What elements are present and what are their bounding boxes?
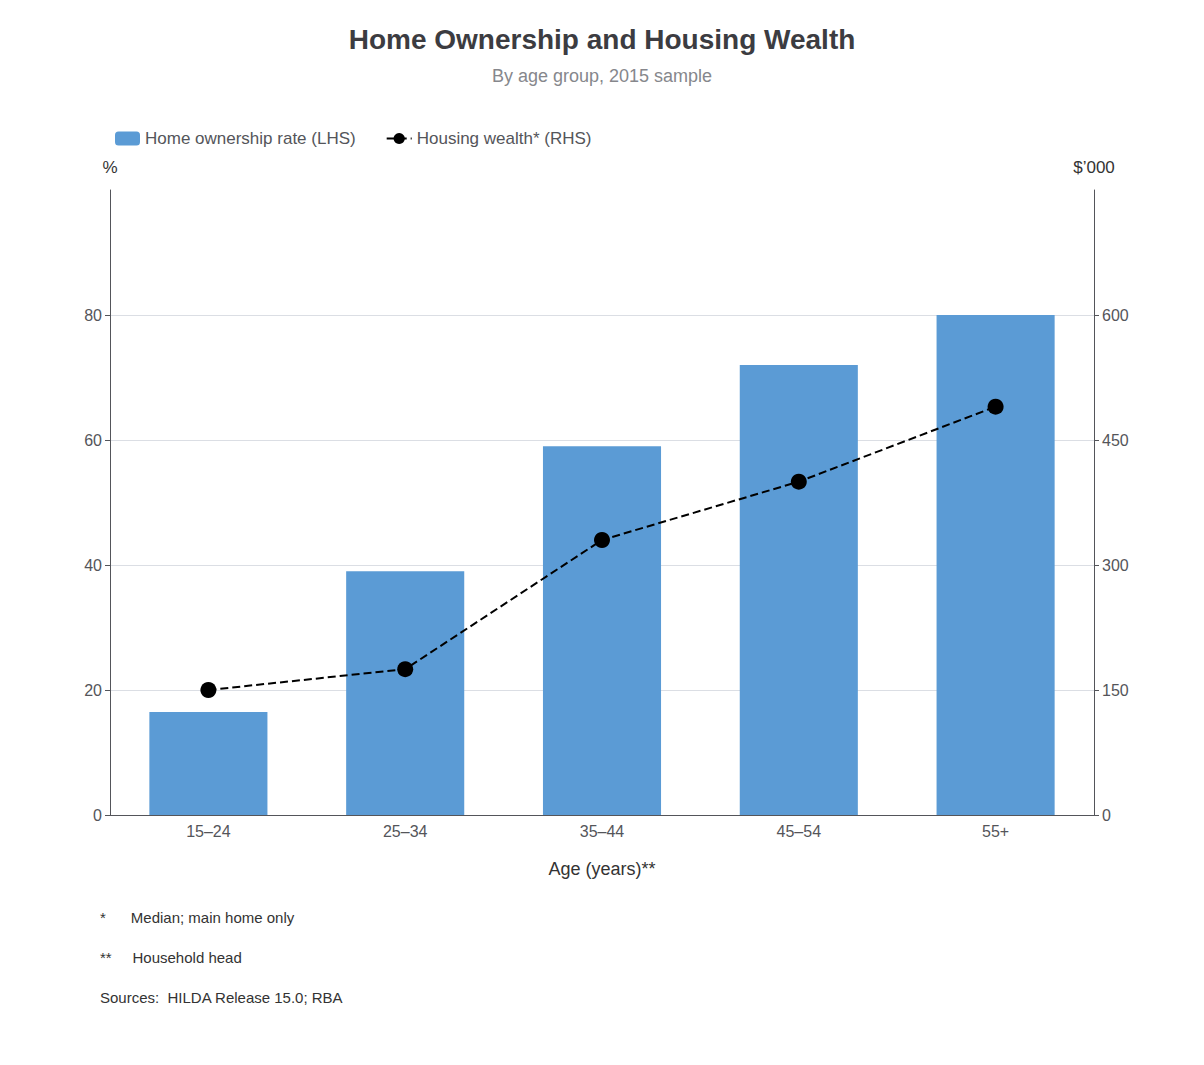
svg-text:60: 60 — [84, 432, 102, 449]
svg-text:45–54: 45–54 — [777, 823, 822, 840]
svg-text:0: 0 — [93, 807, 102, 824]
svg-text:Home Ownership and Housing Wea: Home Ownership and Housing Wealth — [349, 24, 856, 55]
svg-text:450: 450 — [1102, 432, 1129, 449]
svg-text:15–24: 15–24 — [186, 823, 231, 840]
svg-text:$’000: $’000 — [1073, 158, 1115, 177]
svg-text:Sources: HILDA Release 15.0;: Sources: HILDA Release 15.0; RBA — [100, 989, 343, 1006]
svg-text:300: 300 — [1102, 557, 1129, 574]
svg-text:40: 40 — [84, 557, 102, 574]
svg-text:* Median; main home only: * Median; main home only — [100, 909, 295, 926]
svg-text:Age (years)**: Age (years)** — [548, 859, 655, 879]
svg-text:25–34: 25–34 — [383, 823, 428, 840]
svg-text:** Household head: ** Household head — [100, 949, 242, 966]
svg-text:20: 20 — [84, 682, 102, 699]
svg-text:600: 600 — [1102, 307, 1129, 324]
svg-text:55+: 55+ — [982, 823, 1009, 840]
svg-text:%: % — [102, 158, 117, 177]
svg-text:150: 150 — [1102, 682, 1129, 699]
svg-text:35–44: 35–44 — [580, 823, 625, 840]
svg-text:Housing wealth* (RHS): Housing wealth* (RHS) — [417, 129, 592, 148]
svg-text:By age group, 2015 sample: By age group, 2015 sample — [492, 66, 712, 86]
svg-text:0: 0 — [1102, 807, 1111, 824]
svg-text:Home ownership rate (LHS): Home ownership rate (LHS) — [145, 129, 356, 148]
svg-text:80: 80 — [84, 307, 102, 324]
